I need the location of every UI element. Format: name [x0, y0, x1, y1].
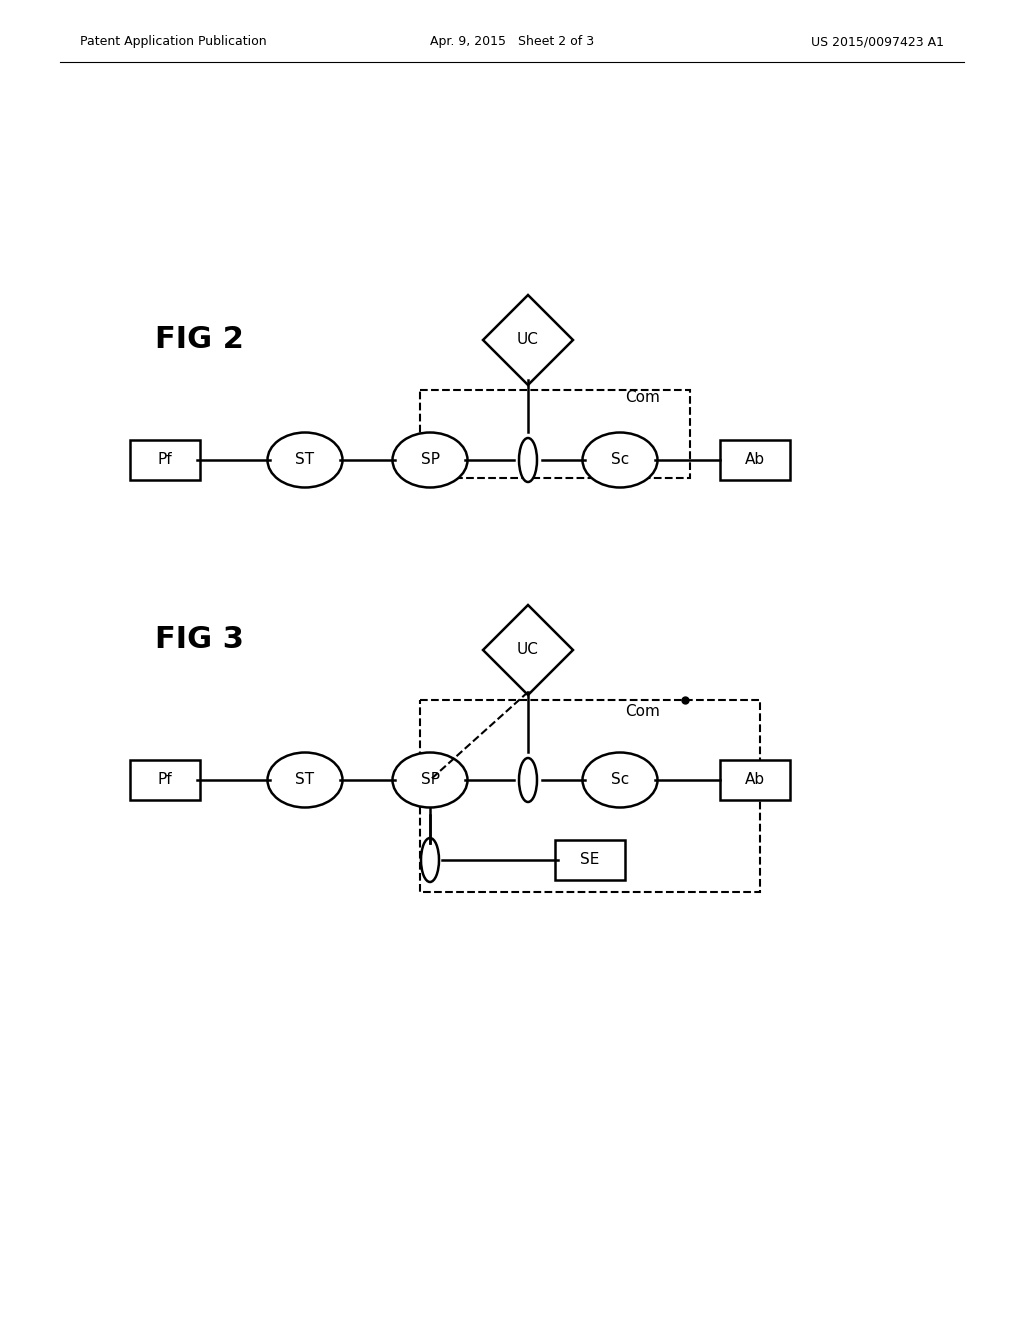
Polygon shape — [483, 294, 573, 385]
Text: Pf: Pf — [158, 453, 172, 467]
Ellipse shape — [267, 433, 342, 487]
Ellipse shape — [519, 438, 537, 482]
Text: Apr. 9, 2015   Sheet 2 of 3: Apr. 9, 2015 Sheet 2 of 3 — [430, 36, 594, 49]
Text: UC: UC — [517, 643, 539, 657]
Text: Com: Com — [625, 705, 659, 719]
Polygon shape — [483, 605, 573, 696]
Text: Ab: Ab — [744, 453, 765, 467]
Text: Patent Application Publication: Patent Application Publication — [80, 36, 266, 49]
Ellipse shape — [519, 758, 537, 803]
Text: FIG 3: FIG 3 — [155, 626, 244, 655]
Text: Sc: Sc — [611, 772, 629, 788]
Ellipse shape — [583, 752, 657, 808]
Text: SE: SE — [581, 853, 600, 867]
Text: UC: UC — [517, 333, 539, 347]
Text: US 2015/0097423 A1: US 2015/0097423 A1 — [811, 36, 944, 49]
Ellipse shape — [421, 838, 439, 882]
Text: Sc: Sc — [611, 453, 629, 467]
Text: SP: SP — [421, 772, 439, 788]
Text: Pf: Pf — [158, 772, 172, 788]
FancyBboxPatch shape — [720, 440, 790, 480]
FancyBboxPatch shape — [720, 760, 790, 800]
Ellipse shape — [392, 433, 468, 487]
FancyBboxPatch shape — [130, 760, 200, 800]
Ellipse shape — [583, 433, 657, 487]
Text: Ab: Ab — [744, 772, 765, 788]
Ellipse shape — [267, 752, 342, 808]
Text: ST: ST — [296, 453, 314, 467]
Ellipse shape — [392, 752, 468, 808]
Text: SP: SP — [421, 453, 439, 467]
Text: Com: Com — [625, 391, 659, 405]
Text: FIG 2: FIG 2 — [155, 326, 244, 355]
FancyBboxPatch shape — [130, 440, 200, 480]
FancyBboxPatch shape — [555, 840, 625, 880]
Text: ST: ST — [296, 772, 314, 788]
